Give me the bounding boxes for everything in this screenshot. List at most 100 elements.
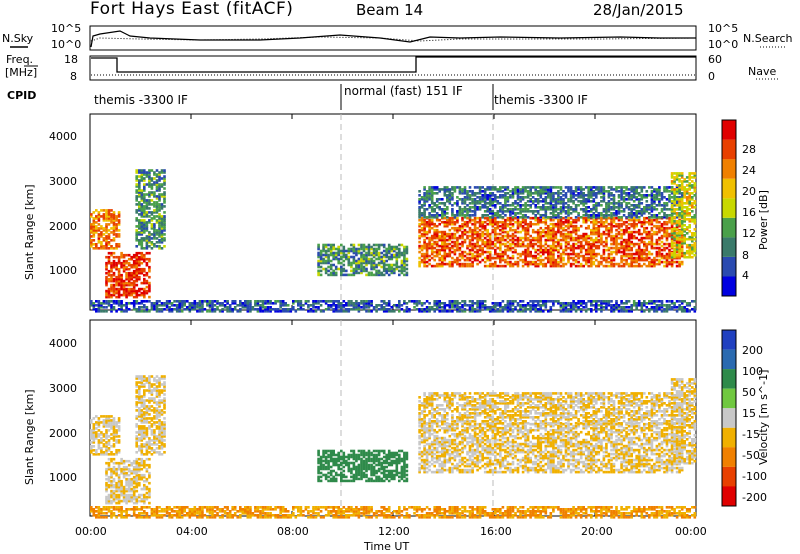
power-cell — [646, 227, 649, 230]
power-cell — [694, 254, 697, 257]
power-cell — [512, 216, 515, 219]
power-cell — [625, 253, 628, 256]
power-cell — [603, 249, 606, 252]
power-cell — [161, 177, 164, 180]
power-cell — [630, 194, 633, 197]
power-cell — [98, 300, 101, 303]
power-cell — [648, 231, 651, 234]
power-cell — [605, 249, 608, 252]
power-cell — [153, 209, 156, 212]
power-cell — [663, 202, 666, 205]
power-cell — [103, 213, 106, 216]
power-cell — [423, 302, 426, 305]
power-cell — [252, 306, 255, 309]
power-cell — [113, 306, 116, 309]
power-cell — [555, 231, 558, 234]
power-cell — [130, 272, 133, 275]
power-cell — [560, 216, 563, 219]
power-cell — [560, 253, 563, 256]
power-cell — [105, 272, 108, 275]
power-cell — [605, 225, 608, 228]
power-cell — [459, 206, 462, 209]
power-cell — [608, 186, 611, 189]
power-cell — [163, 302, 166, 305]
power-cell — [623, 259, 626, 262]
power-cell — [537, 206, 540, 209]
power-cell — [651, 233, 654, 236]
power-cell — [125, 254, 128, 257]
power-cell — [156, 195, 159, 198]
power-cell — [666, 221, 669, 224]
power-cell — [502, 306, 505, 309]
power-cell — [183, 300, 186, 303]
power-cell — [595, 253, 598, 256]
power-cell — [481, 204, 484, 207]
power-cell — [691, 210, 694, 213]
power-cell — [691, 256, 694, 259]
power-cell — [542, 245, 545, 248]
power-cell — [691, 172, 694, 175]
power-cell — [486, 186, 489, 189]
power-cell — [431, 214, 434, 217]
power-cell — [125, 260, 128, 263]
power-cell — [421, 204, 424, 207]
power-cell — [577, 192, 580, 195]
power-cell — [158, 193, 161, 196]
power-cell — [671, 186, 674, 189]
power-cell — [620, 265, 623, 268]
power-cell — [433, 255, 436, 258]
power-cell — [454, 241, 457, 244]
power-cell — [575, 216, 578, 219]
power-cell — [497, 253, 500, 256]
power-cell — [497, 233, 500, 236]
power-cell — [587, 265, 590, 268]
power-cell — [673, 188, 676, 191]
power-cell — [540, 214, 543, 217]
power-cell — [570, 206, 573, 209]
power-cell — [641, 249, 644, 252]
power-cell — [540, 219, 543, 222]
power-cell — [529, 204, 532, 207]
power-cell — [426, 231, 429, 234]
power-cell — [691, 176, 694, 179]
power-cell — [522, 310, 525, 313]
power-cell — [502, 190, 505, 193]
power-cell — [128, 308, 131, 311]
power-cell — [623, 229, 626, 232]
power-cell — [320, 270, 323, 273]
power-cell — [572, 243, 575, 246]
power-cell — [600, 233, 603, 236]
power-cell — [320, 300, 323, 303]
power-cell — [492, 229, 495, 232]
power-cell — [383, 306, 386, 309]
power-cell — [635, 249, 638, 252]
power-cell — [598, 261, 601, 264]
power-cell — [590, 229, 593, 232]
power-cell — [595, 245, 598, 248]
power-cell — [322, 310, 325, 313]
power-cell — [582, 192, 585, 195]
power-cell — [133, 280, 136, 283]
power-cell — [418, 241, 421, 244]
power-cell — [676, 184, 679, 187]
power-cell — [585, 233, 588, 236]
power-cell — [110, 304, 113, 307]
power-cell — [433, 241, 436, 244]
power-cell — [151, 241, 154, 244]
power-cell — [688, 208, 691, 211]
power-cell — [575, 259, 578, 262]
power-cell — [436, 186, 439, 189]
power-cell — [471, 214, 474, 217]
power-cell — [125, 272, 128, 275]
power-cell — [138, 201, 141, 204]
power-cell — [474, 217, 477, 220]
power-cell — [494, 194, 497, 197]
power-cell — [151, 203, 154, 206]
power-cell — [628, 188, 631, 191]
power-cell — [509, 300, 512, 303]
power-cell — [310, 304, 313, 307]
power-cell — [105, 306, 108, 309]
power-cell — [375, 244, 378, 247]
power-cell — [507, 186, 510, 189]
power-cell — [663, 255, 666, 258]
